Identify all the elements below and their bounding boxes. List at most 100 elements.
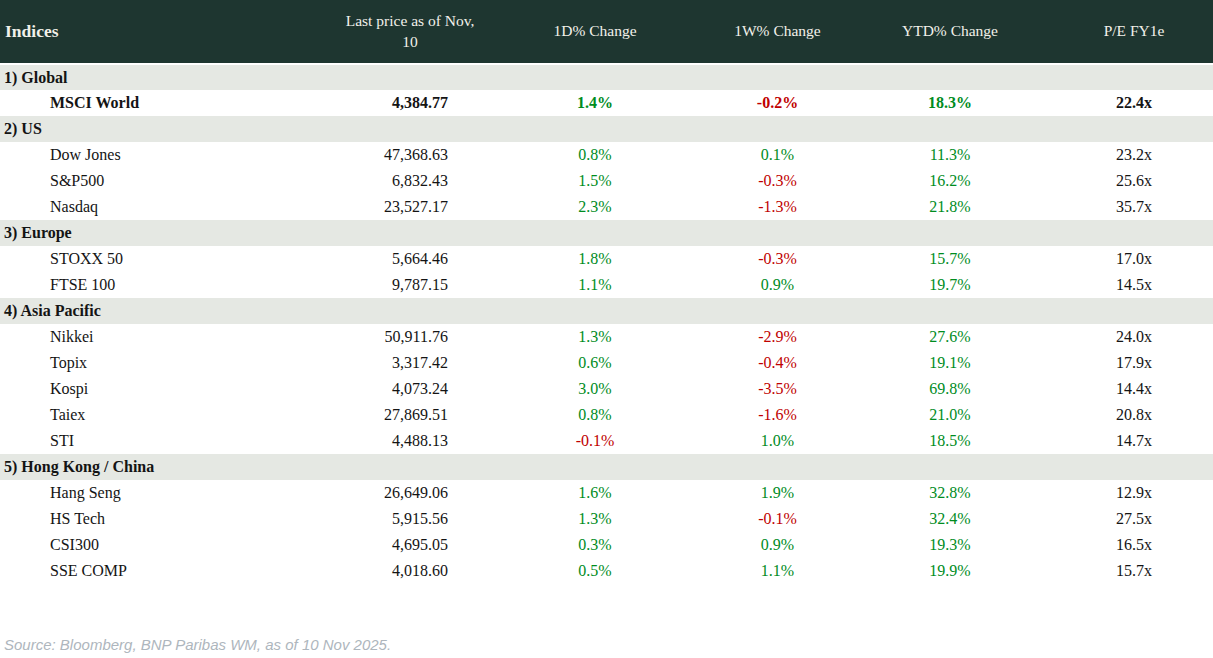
price-cell: 5,915.56 [340, 506, 480, 532]
price-cell: 3,317.42 [340, 350, 480, 376]
section-label: 3) Europe [0, 220, 1213, 246]
1w-change-cell: -0.1% [710, 506, 845, 532]
pe-cell: 27.5x [1055, 506, 1213, 532]
1d-change-cell: 1.3% [480, 506, 710, 532]
section-label: 1) Global [0, 64, 1213, 90]
pe-cell: 35.7x [1055, 194, 1213, 220]
ytd-change-cell: 18.3% [845, 90, 1055, 116]
ytd-change-cell: 11.3% [845, 142, 1055, 168]
header-pe-fy1e: P/E FY1e [1055, 0, 1213, 64]
header-ytd-change: YTD% Change [845, 0, 1055, 64]
1d-change-cell: 1.6% [480, 480, 710, 506]
1d-change-cell: 1.3% [480, 324, 710, 350]
table-row: CSI3004,695.050.3%0.9%19.3%16.5x [0, 532, 1213, 558]
table-row: Hang Seng26,649.061.6%1.9%32.8%12.9x [0, 480, 1213, 506]
1d-change-cell: 0.8% [480, 142, 710, 168]
index-name-cell: CSI300 [0, 532, 340, 558]
index-name-cell: MSCI World [0, 90, 340, 116]
price-cell: 47,368.63 [340, 142, 480, 168]
pe-cell: 17.9x [1055, 350, 1213, 376]
table-row: Kospi4,073.243.0%-3.5%69.8%14.4x [0, 376, 1213, 402]
index-name-cell: Dow Jones [0, 142, 340, 168]
1w-change-cell: 0.1% [710, 142, 845, 168]
pe-cell: 22.4x [1055, 90, 1213, 116]
index-name-cell: Hang Seng [0, 480, 340, 506]
ytd-change-cell: 19.9% [845, 558, 1055, 584]
1d-change-cell: 0.6% [480, 350, 710, 376]
pe-cell: 14.4x [1055, 376, 1213, 402]
header-1d-change: 1D% Change [480, 0, 710, 64]
indices-table-page: Indices Last price as of Nov, 10 1D% Cha… [0, 0, 1213, 658]
header-last-price: Last price as of Nov, 10 [340, 0, 480, 64]
pe-cell: 16.5x [1055, 532, 1213, 558]
header-indices: Indices [0, 0, 340, 64]
price-cell: 26,649.06 [340, 480, 480, 506]
1w-change-cell: -1.3% [710, 194, 845, 220]
ytd-change-cell: 15.7% [845, 246, 1055, 272]
indices-table: Indices Last price as of Nov, 10 1D% Cha… [0, 0, 1213, 584]
pe-cell: 14.5x [1055, 272, 1213, 298]
1w-change-cell: -0.4% [710, 350, 845, 376]
index-name-cell: Topix [0, 350, 340, 376]
1d-change-cell: 0.3% [480, 532, 710, 558]
pe-cell: 15.7x [1055, 558, 1213, 584]
ytd-change-cell: 27.6% [845, 324, 1055, 350]
table-row: Taiex27,869.510.8%-1.6%21.0%20.8x [0, 402, 1213, 428]
1d-change-cell: 1.4% [480, 90, 710, 116]
table-row: S&P5006,832.431.5%-0.3%16.2%25.6x [0, 168, 1213, 194]
1w-change-cell: -3.5% [710, 376, 845, 402]
1w-change-cell: -1.6% [710, 402, 845, 428]
1d-change-cell: 1.8% [480, 246, 710, 272]
1w-change-cell: -0.3% [710, 168, 845, 194]
1d-change-cell: 3.0% [480, 376, 710, 402]
ytd-change-cell: 19.3% [845, 532, 1055, 558]
table-row: FTSE 1009,787.151.1%0.9%19.7%14.5x [0, 272, 1213, 298]
1d-change-cell: -0.1% [480, 428, 710, 454]
table-row: STOXX 505,664.461.8%-0.3%15.7%17.0x [0, 246, 1213, 272]
index-name-cell: HS Tech [0, 506, 340, 532]
pe-cell: 24.0x [1055, 324, 1213, 350]
1d-change-cell: 0.8% [480, 402, 710, 428]
section-row: 1) Global [0, 64, 1213, 90]
price-cell: 9,787.15 [340, 272, 480, 298]
table-row: Nikkei50,911.761.3%-2.9%27.6%24.0x [0, 324, 1213, 350]
price-cell: 5,664.46 [340, 246, 480, 272]
ytd-change-cell: 32.8% [845, 480, 1055, 506]
index-name-cell: Nasdaq [0, 194, 340, 220]
index-name-cell: FTSE 100 [0, 272, 340, 298]
table-row: HS Tech5,915.561.3%-0.1%32.4%27.5x [0, 506, 1213, 532]
price-cell: 4,384.77 [340, 90, 480, 116]
1d-change-cell: 1.5% [480, 168, 710, 194]
pe-cell: 23.2x [1055, 142, 1213, 168]
price-cell: 27,869.51 [340, 402, 480, 428]
1w-change-cell: 1.0% [710, 428, 845, 454]
ytd-change-cell: 16.2% [845, 168, 1055, 194]
price-cell: 4,018.60 [340, 558, 480, 584]
ytd-change-cell: 32.4% [845, 506, 1055, 532]
table-body: 1) GlobalMSCI World4,384.771.4%-0.2%18.3… [0, 64, 1213, 584]
section-label: 2) US [0, 116, 1213, 142]
table-row: STI4,488.13-0.1%1.0%18.5%14.7x [0, 428, 1213, 454]
pe-cell: 17.0x [1055, 246, 1213, 272]
index-name-cell: S&P500 [0, 168, 340, 194]
section-row: 4) Asia Pacific [0, 298, 1213, 324]
1w-change-cell: -2.9% [710, 324, 845, 350]
1d-change-cell: 1.1% [480, 272, 710, 298]
1w-change-cell: 1.9% [710, 480, 845, 506]
price-cell: 4,073.24 [340, 376, 480, 402]
pe-cell: 14.7x [1055, 428, 1213, 454]
table-row: Nasdaq23,527.172.3%-1.3%21.8%35.7x [0, 194, 1213, 220]
ytd-change-cell: 18.5% [845, 428, 1055, 454]
table-row: Dow Jones47,368.630.8%0.1%11.3%23.2x [0, 142, 1213, 168]
section-row: 3) Europe [0, 220, 1213, 246]
table-row: SSE COMP4,018.600.5%1.1%19.9%15.7x [0, 558, 1213, 584]
pe-cell: 20.8x [1055, 402, 1213, 428]
table-header: Indices Last price as of Nov, 10 1D% Cha… [0, 0, 1213, 64]
price-cell: 6,832.43 [340, 168, 480, 194]
1d-change-cell: 0.5% [480, 558, 710, 584]
price-cell: 4,695.05 [340, 532, 480, 558]
section-label: 5) Hong Kong / China [0, 454, 1213, 480]
ytd-change-cell: 19.7% [845, 272, 1055, 298]
price-cell: 4,488.13 [340, 428, 480, 454]
index-name-cell: SSE COMP [0, 558, 340, 584]
